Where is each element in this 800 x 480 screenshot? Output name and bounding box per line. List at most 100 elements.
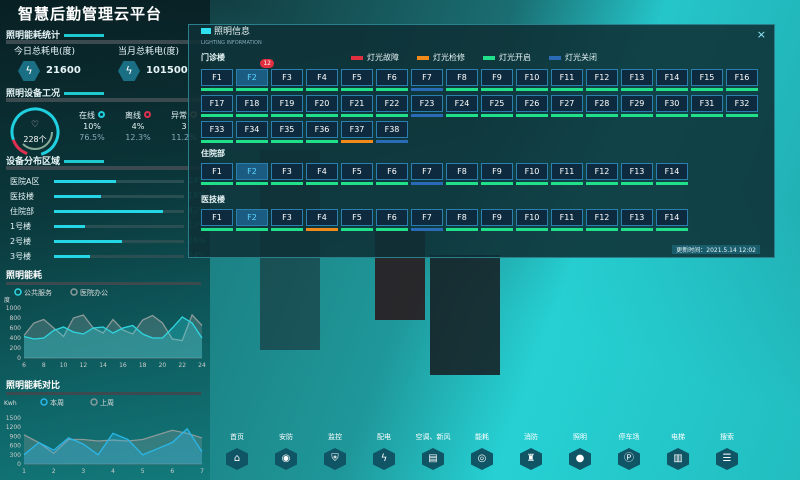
floor-cell-f5[interactable]: F5 [341, 209, 373, 231]
floor-cell-f32[interactable]: F32 [726, 95, 758, 117]
floor-cell-f13[interactable]: F13 [621, 69, 653, 91]
floor-label: F5 [341, 209, 373, 226]
floor-cell-f1[interactable]: F1 [201, 69, 233, 91]
distribution-label: 3号楼 [10, 252, 32, 261]
nav-label: 能耗 [475, 433, 489, 441]
floor-cell-f14[interactable]: F14 [656, 209, 688, 231]
floor-cell-f20[interactable]: F20 [306, 95, 338, 117]
distribution-fill [54, 210, 164, 213]
nav-elevator[interactable]: 电梯 ▥ [658, 432, 698, 470]
legend-radio[interactable] [14, 288, 22, 296]
floor-cell-f36[interactable]: F36 [306, 121, 338, 143]
floor-cell-f14[interactable]: F14 [656, 163, 688, 185]
floor-cell-f22[interactable]: F22 [376, 95, 408, 117]
floor-cell-f13[interactable]: F13 [621, 209, 653, 231]
floor-label: F26 [516, 95, 548, 112]
floor-cell-f3[interactable]: F3 [271, 163, 303, 185]
floor-cell-f17[interactable]: F17 [201, 95, 233, 117]
section-title: 照明设备工况 [6, 89, 61, 99]
floor-cell-f29[interactable]: F29 [621, 95, 653, 117]
floor-cell-f10[interactable]: F10 [516, 69, 548, 91]
floor-cell-f4[interactable]: F4 [306, 163, 338, 185]
floor-cell-f1[interactable]: F1 [201, 163, 233, 185]
floor-cell-f6[interactable]: F6 [376, 163, 408, 185]
floor-cell-f35[interactable]: F35 [271, 121, 303, 143]
parking-icon: Ⓟ [618, 448, 640, 470]
floor-cell-f11[interactable]: F11 [551, 209, 583, 231]
floor-cell-f33[interactable]: F33 [201, 121, 233, 143]
floor-cell-f6[interactable]: F6 [376, 209, 408, 231]
floor-cell-f2[interactable]: F2 [236, 209, 268, 231]
nav-parking[interactable]: 停车场 Ⓟ [609, 432, 649, 470]
floor-cell-f7[interactable]: F7 [411, 163, 443, 185]
condition-item: 离线 4% 12.3% [116, 110, 160, 143]
floor-cell-f1[interactable]: F1 [201, 209, 233, 231]
floor-cell-f4[interactable]: F4 [306, 69, 338, 91]
floor-cell-f16[interactable]: F16 [726, 69, 758, 91]
legend-swatch [417, 55, 429, 60]
floor-cell-f10[interactable]: F10 [516, 163, 548, 185]
floor-cell-f4[interactable]: F4 [306, 209, 338, 231]
floor-cell-f14[interactable]: F14 [656, 69, 688, 91]
floor-cell-f38[interactable]: F38 [376, 121, 408, 143]
legend-radio[interactable] [40, 398, 48, 406]
floor-cell-f28[interactable]: F28 [586, 95, 618, 117]
floor-cell-f8[interactable]: F8 [446, 69, 478, 91]
floor-cell-f2[interactable]: F2 [236, 163, 268, 185]
status-bar [551, 228, 583, 231]
nav-energy[interactable]: 能耗 ◎ [462, 432, 502, 470]
nav-search[interactable]: 搜索 ☰ [707, 432, 747, 470]
floor-cell-f24[interactable]: F24 [446, 95, 478, 117]
floor-cell-f7[interactable]: F7 [411, 69, 443, 91]
floor-cell-f12[interactable]: F12 [586, 69, 618, 91]
floor-cell-f34[interactable]: F34 [236, 121, 268, 143]
floor-cell-f7[interactable]: F7 [411, 209, 443, 231]
floor-cell-f9[interactable]: F9 [481, 163, 513, 185]
floor-cell-f11[interactable]: F11 [551, 69, 583, 91]
floor-cell-f30[interactable]: F30 [656, 95, 688, 117]
floor-cell-f31[interactable]: F31 [691, 95, 723, 117]
floor-cell-f37[interactable]: F37 [341, 121, 373, 143]
floor-cell-f26[interactable]: F26 [516, 95, 548, 117]
nav-camera[interactable]: 安防 ◉ [266, 432, 306, 470]
floor-cell-f3[interactable]: F3 [271, 209, 303, 231]
status-bar [376, 88, 408, 91]
floor-cell-f21[interactable]: F21 [341, 95, 373, 117]
condition-ring: ♡ 228个 [10, 107, 60, 157]
floor-cell-f25[interactable]: F25 [481, 95, 513, 117]
floor-cell-f18[interactable]: F18 [236, 95, 268, 117]
legend-swatch [483, 55, 495, 60]
floor-cell-f9[interactable]: F9 [481, 69, 513, 91]
floor-cell-f8[interactable]: F8 [446, 209, 478, 231]
nav-air-conditioner[interactable]: 空调、新风 ▤ [413, 432, 453, 470]
floor-cell-f8[interactable]: F8 [446, 163, 478, 185]
floor-cell-f3[interactable]: F3 [271, 69, 303, 91]
nav-hydrant[interactable]: 消防 ♜ [511, 432, 551, 470]
legend-radio[interactable] [90, 398, 98, 406]
floor-cell-f5[interactable]: F5 [341, 69, 373, 91]
legend-label: 灯光故障 [367, 53, 399, 62]
floor-cell-f12[interactable]: F12 [586, 209, 618, 231]
nav-home[interactable]: 首页 ⌂ [217, 432, 257, 470]
floor-cell-f6[interactable]: F6 [376, 69, 408, 91]
floor-cell-f10[interactable]: F10 [516, 209, 548, 231]
floor-cell-f2[interactable]: F2 12 [236, 59, 274, 91]
floor-cell-f11[interactable]: F11 [551, 163, 583, 185]
close-icon[interactable]: × [756, 28, 766, 41]
floor-cell-f5[interactable]: F5 [341, 163, 373, 185]
floor-cell-f15[interactable]: F15 [691, 69, 723, 91]
floor-cell-f23[interactable]: F23 [411, 95, 443, 117]
floor-cell-f13[interactable]: F13 [621, 163, 653, 185]
x-tick-label: 7 [200, 468, 204, 475]
floor-cell-f27[interactable]: F27 [551, 95, 583, 117]
status-bar [586, 88, 618, 91]
nav-bulb[interactable]: 照明 ● [560, 432, 600, 470]
status-bar [306, 88, 338, 91]
nav-shield[interactable]: 监控 ⛨ [315, 432, 355, 470]
floor-cell-f19[interactable]: F19 [271, 95, 303, 117]
floor-cell-f9[interactable]: F9 [481, 209, 513, 231]
floor-cell-f12[interactable]: F12 [586, 163, 618, 185]
status-bar [516, 114, 548, 117]
nav-lightning[interactable]: 配电 ϟ [364, 432, 404, 470]
legend-radio[interactable] [70, 288, 78, 296]
